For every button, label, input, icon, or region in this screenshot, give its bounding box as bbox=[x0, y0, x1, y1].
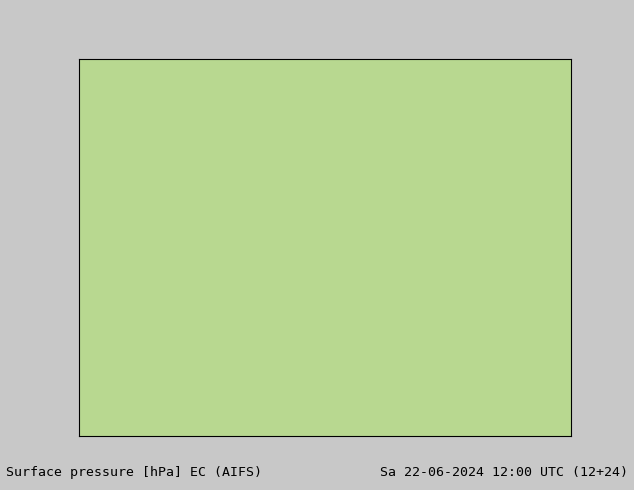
Text: Sa 22-06-2024 12:00 UTC (12+24): Sa 22-06-2024 12:00 UTC (12+24) bbox=[380, 466, 628, 479]
Text: Surface pressure [hPa] EC (AIFS): Surface pressure [hPa] EC (AIFS) bbox=[6, 466, 262, 479]
